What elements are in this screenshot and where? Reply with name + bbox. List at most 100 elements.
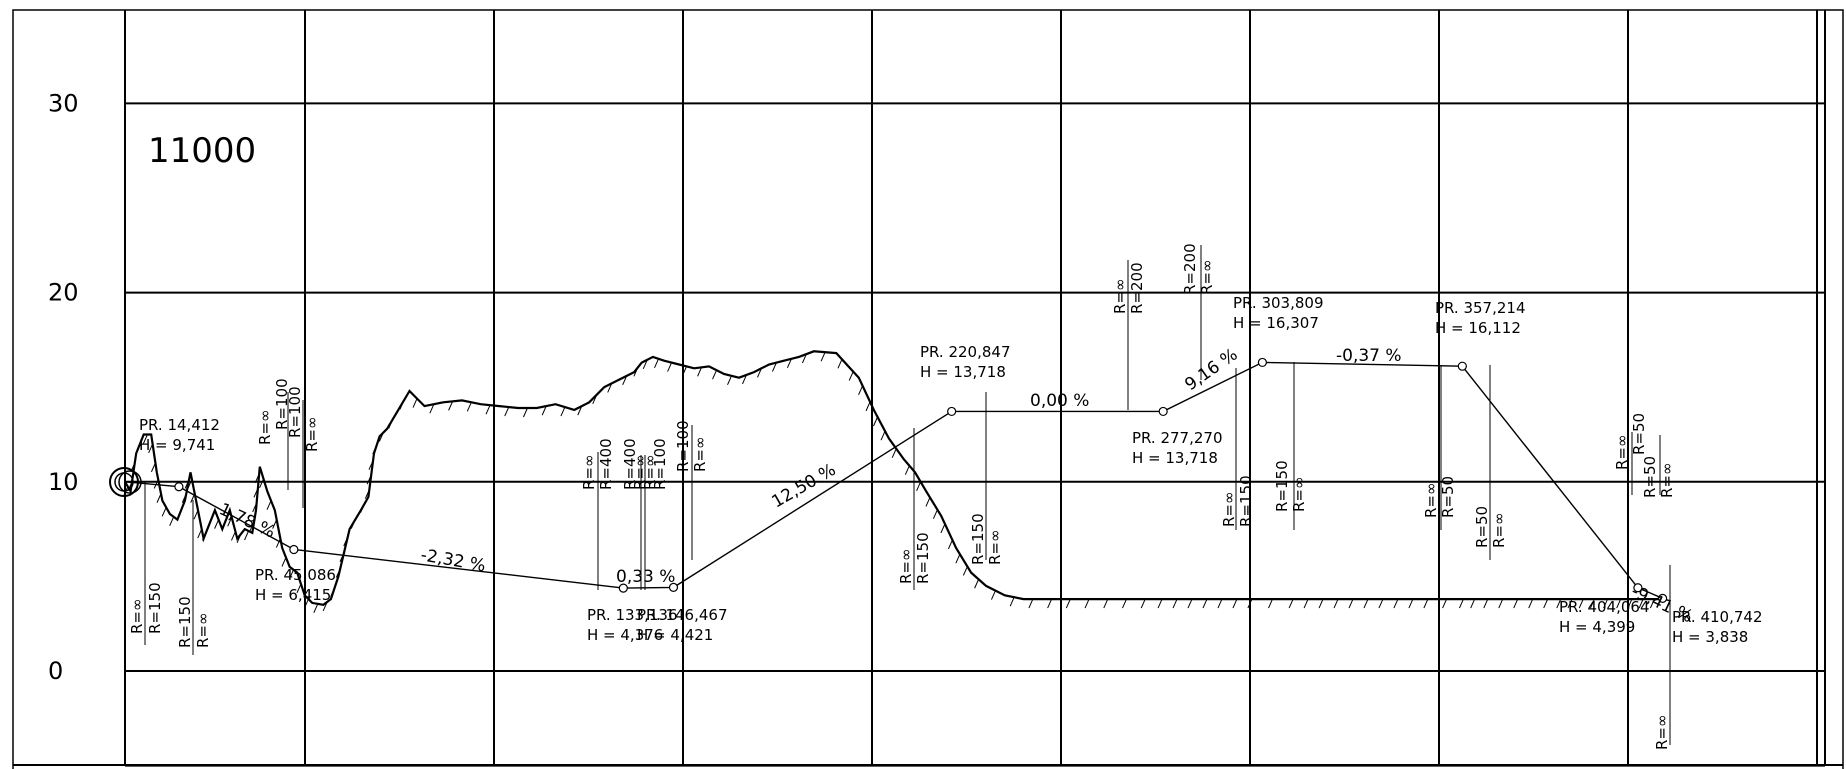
vertical-point-station-label: PR. 146,467 <box>637 606 728 624</box>
vertical-point-marker <box>668 582 679 592</box>
grade-label: 0,33 % <box>616 567 675 587</box>
radius-label: R=400 <box>621 438 639 490</box>
hatch-tick <box>266 500 272 510</box>
radius-leaders <box>144 245 1671 745</box>
hatch-tick <box>541 405 547 416</box>
annotation-labels: PR. 14,412 H = 9,741 PR. 45,086 H = 6,415 PR… <box>128 243 1763 750</box>
vertical-point-station-label: PR. 277,270 <box>1132 429 1223 447</box>
hatch-tick <box>1567 598 1573 609</box>
hatch-tick <box>801 353 807 364</box>
vertical-point-marker <box>1457 361 1467 371</box>
radius-label: R=∞ <box>1111 279 1129 315</box>
vertical-point-elevation-label: H = 6,415 <box>255 586 331 604</box>
y-tick-label-30: 30 <box>48 89 79 117</box>
hatch-tick <box>904 465 910 475</box>
hatch-tick <box>313 603 319 614</box>
grade-label: 0,00 % <box>1030 391 1089 411</box>
vertical-point-elevation-label: H = 16,112 <box>1435 319 1521 337</box>
hatch-tick <box>925 497 931 507</box>
hatch-tick <box>1378 598 1384 609</box>
radius-label: R=∞ <box>691 437 709 473</box>
vertical-point-elevation-label: H = 16,307 <box>1233 314 1319 332</box>
hatch-tick <box>727 375 732 386</box>
hatch-tick <box>667 362 673 372</box>
hatch-tick <box>1627 598 1633 609</box>
hatch-tick <box>412 398 418 408</box>
hatch-tick <box>1498 598 1504 609</box>
section-id-label: 11000 <box>148 131 256 171</box>
radius-label: R=∞ <box>194 613 212 649</box>
hatch-tick <box>837 359 843 369</box>
hatch-tick <box>947 539 953 550</box>
vertical-point-elevation-label: H = 4,399 <box>1559 618 1635 636</box>
hatch-tick <box>1187 598 1193 609</box>
hatch-tick <box>1217 598 1223 609</box>
vertical-point-markers <box>174 357 1668 603</box>
hatch-tick <box>1393 598 1399 609</box>
ground-hatching <box>123 351 1655 614</box>
hatch-tick <box>858 385 864 395</box>
hatch-tick <box>523 407 528 418</box>
hatch-tick <box>848 371 854 381</box>
vertical-point-station-label: PR. 303,809 <box>1233 294 1324 312</box>
hatch-tick <box>560 406 566 417</box>
hatch-tick <box>429 404 435 414</box>
vertical-point-elevation-label: H = 13,718 <box>1132 449 1218 467</box>
vertical-point-marker <box>1633 583 1643 593</box>
radius-label: R=150 <box>176 596 194 648</box>
hatch-tick <box>820 351 826 362</box>
radius-label: R=50 <box>1473 506 1491 548</box>
hatch-tick <box>1009 597 1015 607</box>
y-tick-label-0: 0 <box>48 657 63 685</box>
hatch-tick <box>1348 598 1354 609</box>
y-tick-label-10: 10 <box>48 468 79 496</box>
hatch-tick <box>955 553 961 564</box>
vertical-point-marker <box>1257 357 1267 368</box>
hatch-tick <box>697 367 703 377</box>
radius-label: R=150 <box>969 513 987 565</box>
vertical-point-station-label: PR. 404,064 <box>1559 598 1650 616</box>
radius-label: R=∞ <box>1613 435 1631 471</box>
vertical-point-station-label: PR. 14,412 <box>139 416 220 434</box>
vertical-point-station-label: PR. 357,214 <box>1435 299 1526 317</box>
radius-label: R=∞ <box>1658 463 1676 499</box>
start-symbol <box>109 467 142 497</box>
hatch-tick <box>1268 598 1273 609</box>
hatch-tick <box>742 374 747 385</box>
hatch-tick <box>143 434 148 444</box>
radius-label: R=50 <box>1439 476 1457 518</box>
hatch-tick <box>1408 598 1414 609</box>
vertical-point-marker <box>289 544 299 555</box>
vertical-point-elevation-label: H = 4,421 <box>637 626 713 644</box>
hatch-tick <box>786 358 792 369</box>
hatch-tick <box>865 401 871 412</box>
grid <box>12 9 1844 769</box>
hatch-tick <box>682 366 688 376</box>
hatch-tick <box>1288 598 1294 609</box>
vertical-point-station-label: PR. 45,086 <box>255 566 336 584</box>
vertical-point-marker <box>1158 406 1168 417</box>
vertical-point-station-label: PR. 220,847 <box>920 343 1011 361</box>
hatch-tick <box>1103 598 1109 609</box>
vertical-point-marker <box>174 482 184 492</box>
radius-label: R=∞ <box>1220 492 1238 528</box>
radius-label: R=150 <box>1273 460 1291 512</box>
hatch-tick <box>1578 598 1584 609</box>
hatch-tick <box>1470 598 1476 609</box>
design-grade-line <box>124 361 1663 599</box>
radius-label: R=100 <box>651 438 669 490</box>
hatch-tick <box>1157 598 1163 609</box>
radius-label: R=∞ <box>1422 483 1440 519</box>
radius-label: R=400 <box>597 438 615 490</box>
hatch-tick <box>1084 598 1090 609</box>
hatch-tick <box>504 406 510 417</box>
hatch-tick <box>1590 598 1595 609</box>
hatch-tick <box>244 530 250 541</box>
radius-label: R=∞ <box>256 410 274 446</box>
radius-label: R=150 <box>1237 475 1255 527</box>
hatch-tick <box>1172 598 1178 609</box>
hatch-tick <box>485 404 491 415</box>
hatch-tick <box>1528 598 1534 609</box>
hatch-tick <box>654 358 659 369</box>
